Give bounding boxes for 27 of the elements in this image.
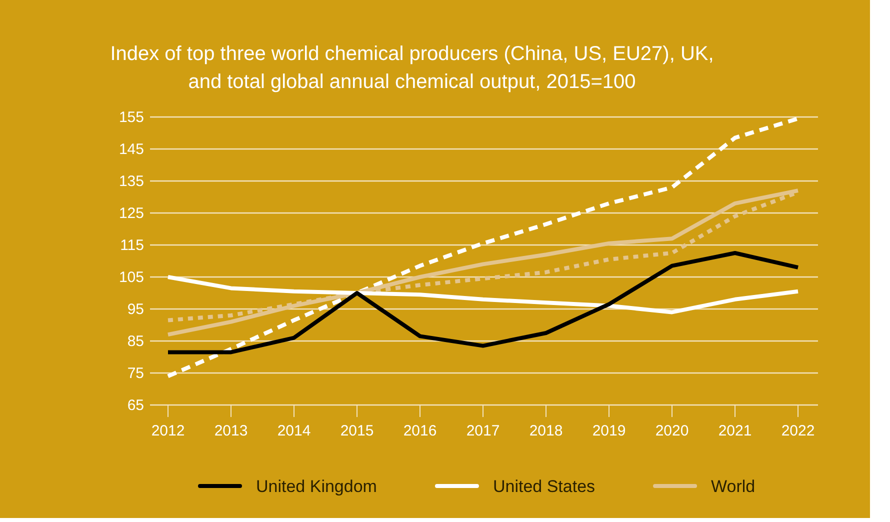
y-tick-label: 135 — [118, 172, 144, 190]
chart-title: Index of top three world chemical producers (China, US, EU27), UK, and total global annual chemical output, 2015=100 — [110, 43, 714, 93]
x-tick-label: 2022 — [781, 422, 815, 440]
x-tick-label: 2018 — [529, 422, 563, 440]
x-tick-label: 2017 — [466, 422, 500, 440]
y-tick-label: 75 — [127, 364, 144, 382]
y-tick-label: 85 — [127, 332, 144, 350]
x-tick-label: 2013 — [214, 422, 248, 440]
x-tick-label: 2015 — [340, 422, 374, 440]
y-tick-label: 95 — [127, 300, 144, 318]
legend-label: World — [711, 477, 756, 496]
y-tick-label: 105 — [118, 268, 144, 286]
x-tick-label: 2019 — [592, 422, 626, 440]
x-tick-label: 2012 — [151, 422, 185, 440]
legend-label: United States — [492, 477, 596, 496]
x-tick-label: 2016 — [403, 422, 437, 440]
y-tick-label: 145 — [118, 140, 144, 158]
y-tick-label: 125 — [118, 204, 144, 222]
line-series — [166, 116, 800, 378]
x-tick-label: 2020 — [655, 422, 689, 440]
x-tick-label: 2021 — [718, 422, 752, 440]
legend-label: United Kingdom — [256, 477, 377, 496]
line-series — [166, 251, 800, 354]
y-tick-label: 65 — [127, 396, 144, 414]
y-tick-label: 155 — [118, 108, 144, 126]
y-tick-label: 115 — [120, 236, 144, 254]
x-tick-label: 2014 — [277, 422, 311, 440]
